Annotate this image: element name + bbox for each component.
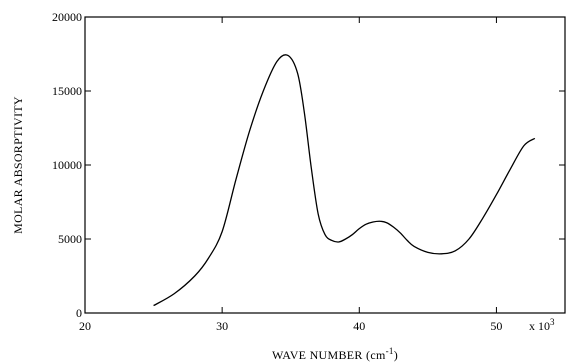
x-axis-ticks: 20 30 40 50 — [79, 17, 502, 333]
x-axis-label-superscript: -1 — [386, 346, 394, 356]
x-axis-label-suffix: ) — [394, 348, 398, 362]
y-tick-label: 15000 — [52, 84, 82, 98]
x-tick-label: 50 — [490, 319, 502, 333]
y-tick-label: 10000 — [52, 158, 82, 172]
plot-frame — [84, 16, 566, 314]
x-axis-multiplier: x 103 — [529, 317, 555, 333]
x-axis-multiplier-exponent: 3 — [550, 317, 555, 327]
x-tick-label: 20 — [79, 319, 91, 333]
x-axis-label-main: WAVE NUMBER (cm — [272, 348, 386, 362]
y-axis-label: MOLAR ABSORPTIVITY — [11, 96, 25, 234]
y-tick-label: 20000 — [52, 10, 82, 24]
y-tick-label: 0 — [76, 306, 82, 320]
x-tick-label: 30 — [216, 319, 228, 333]
y-tick-label: 5000 — [58, 232, 82, 246]
x-tick-label: 40 — [353, 319, 365, 333]
x-axis-label: WAVE NUMBER (cm-1) — [272, 346, 398, 362]
absorption-curve — [153, 54, 536, 307]
y-axis-ticks: 0 5000 10000 15000 20000 — [52, 10, 565, 320]
x-axis-multiplier-base: x 10 — [529, 319, 550, 333]
